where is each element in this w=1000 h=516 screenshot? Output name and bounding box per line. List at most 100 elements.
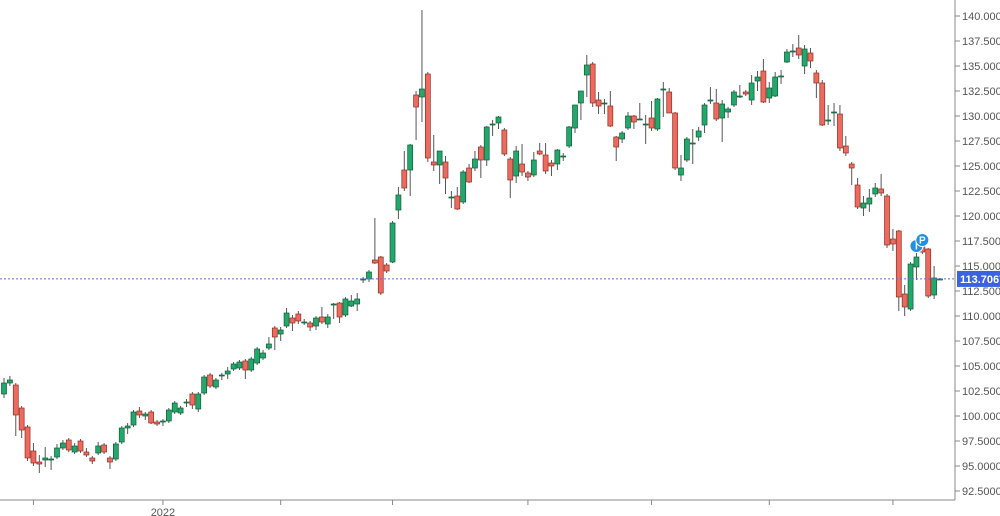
candle-body-down — [548, 162, 555, 167]
candle-body-up — [583, 64, 590, 76]
candle — [736, 85, 743, 98]
candle — [660, 82, 667, 117]
candle-body-down — [795, 47, 802, 56]
y-tick-label: 115.0000 — [962, 261, 1000, 273]
candle — [907, 262, 914, 311]
candle — [101, 443, 107, 454]
candle-body-down — [295, 313, 302, 322]
candle — [60, 440, 66, 450]
candle-body-down — [307, 322, 313, 328]
candle-body-down — [24, 426, 31, 459]
candle-body-down — [648, 117, 655, 129]
candle — [666, 88, 673, 114]
candle — [413, 91, 419, 140]
candle — [230, 362, 237, 371]
candle-body-up — [642, 123, 649, 126]
candle — [689, 129, 696, 164]
candle-body-down — [760, 70, 767, 103]
candle — [307, 321, 313, 331]
candle — [377, 256, 384, 295]
candle-body-down — [424, 73, 431, 159]
candle-body-down — [519, 163, 525, 173]
y-tick-label: 125.0000 — [962, 161, 1000, 173]
candle-body-down — [319, 316, 325, 323]
candle — [448, 191, 455, 208]
candle — [254, 347, 260, 365]
candle — [813, 70, 820, 98]
candle — [460, 170, 467, 204]
candle — [12, 383, 19, 436]
candle-body-up — [112, 443, 119, 460]
candle — [536, 143, 543, 155]
candle — [419, 10, 425, 122]
candle-body-down — [136, 410, 143, 416]
candle — [30, 443, 37, 466]
candle — [112, 442, 119, 461]
candle-body-down — [477, 146, 484, 161]
candle-body-up — [366, 271, 372, 280]
x-tick-label: 2022 — [151, 507, 175, 516]
candle — [848, 162, 855, 185]
y-tick-label: 140.0000 — [962, 11, 1000, 23]
candle-body-up — [448, 196, 455, 199]
candle — [789, 44, 796, 57]
candle-body-up — [224, 370, 231, 375]
candle-body-up — [348, 300, 355, 307]
candle-body-up — [419, 88, 425, 98]
candle — [366, 270, 372, 282]
y-tick-label: 117.5000 — [962, 236, 1000, 248]
candle — [260, 350, 266, 360]
candle — [401, 151, 408, 191]
candle-body-down — [507, 158, 514, 181]
candle-body-down — [12, 384, 19, 416]
candle — [760, 59, 767, 103]
candle-body-up — [213, 379, 219, 388]
candle — [501, 128, 508, 156]
marker-p[interactable]: P — [915, 233, 930, 247]
candle — [489, 120, 496, 136]
candle-body-down — [837, 113, 843, 149]
candle-body-down — [613, 136, 620, 148]
candle — [837, 105, 843, 151]
candle-body-down — [595, 99, 602, 107]
candle — [277, 327, 284, 341]
candle-body-up — [230, 363, 237, 370]
candle — [336, 302, 343, 323]
candle — [872, 183, 879, 197]
candle — [642, 115, 649, 144]
candle-body-down — [878, 188, 884, 194]
candle-body-down — [672, 112, 678, 169]
candle — [466, 164, 472, 183]
candle-body-up — [354, 298, 361, 305]
candle-body-down — [454, 195, 461, 210]
last-price-tag-background — [957, 270, 1000, 287]
candle-body-down — [925, 248, 932, 297]
candle — [560, 153, 567, 161]
candle-body-up — [71, 445, 78, 453]
candle-body-up — [342, 298, 349, 316]
y-axis: 140.0000 137.5000 135.0000 132.5000 130.0000… — [955, 11, 1000, 498]
candle — [201, 375, 208, 395]
candle — [548, 160, 555, 176]
candle-body-up — [1, 382, 7, 395]
candle — [160, 419, 166, 426]
candle — [71, 443, 78, 454]
candle-body-down — [289, 317, 296, 324]
candle — [601, 99, 608, 114]
candle — [713, 89, 720, 121]
candle-body-up — [395, 194, 402, 211]
candle — [136, 407, 143, 418]
candle — [430, 135, 437, 171]
candle — [654, 98, 661, 131]
candle-body-up — [60, 442, 66, 449]
candle-body-down — [377, 256, 384, 294]
candle-body-up — [784, 51, 790, 63]
candle-body-down — [101, 444, 107, 453]
candle — [395, 187, 402, 219]
candle-body-up — [625, 115, 631, 129]
candle — [207, 373, 213, 388]
candle-body-up — [260, 352, 266, 359]
candle — [507, 157, 514, 198]
y-tick-label: 107.5000 — [962, 336, 1000, 348]
